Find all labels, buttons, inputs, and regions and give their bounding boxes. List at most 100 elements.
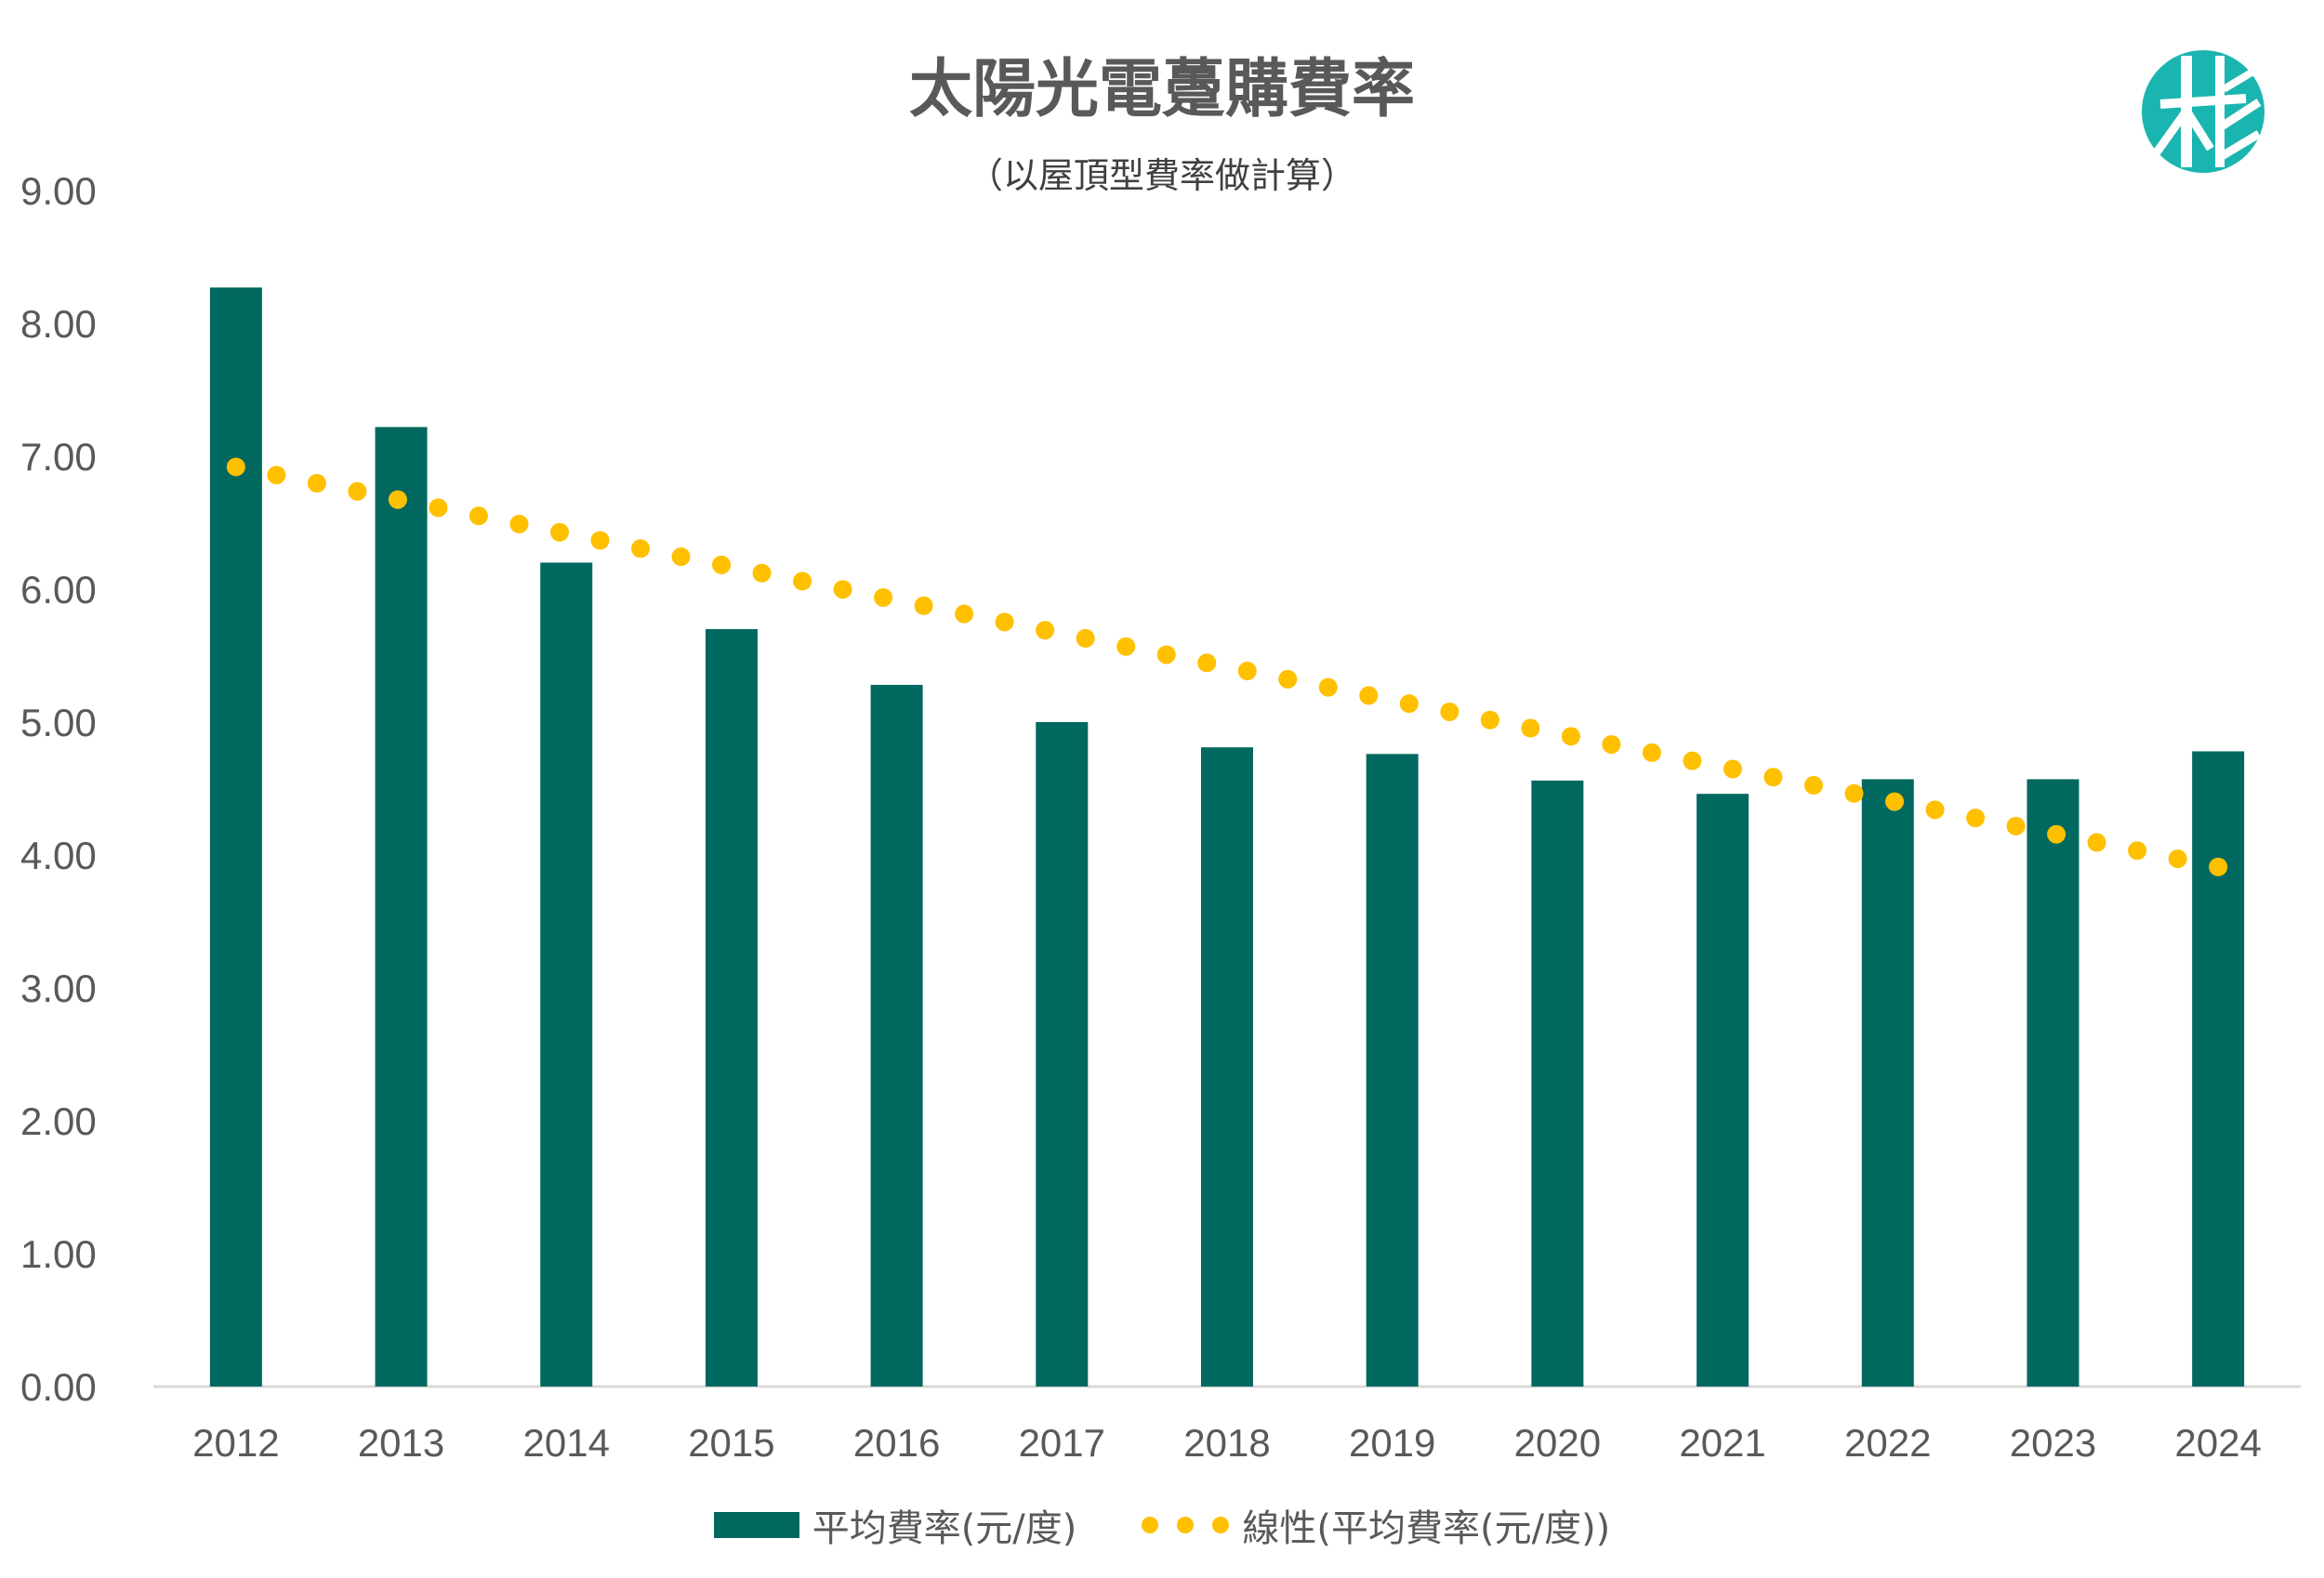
trendline-dot [1480, 710, 1499, 730]
chart-title: 太陽光電躉購費率 [908, 53, 1415, 126]
trendline-series [226, 457, 2228, 876]
trendline-dot [1197, 653, 1217, 673]
trendline-dot [1925, 800, 1945, 820]
x-tick-label: 2013 [358, 1421, 444, 1465]
trendline-dot [1036, 621, 1055, 640]
trendline-dot [429, 498, 448, 518]
trendline-dot [914, 596, 933, 615]
bar-2012 [209, 287, 262, 1387]
x-tick-label: 2023 [2010, 1421, 2096, 1465]
trendline-dot [307, 474, 326, 493]
legend-label-trend: 線性(平均費率(元/度)) [1242, 1507, 1611, 1550]
trendline-dot [267, 466, 286, 485]
trendline-dot [1602, 735, 1621, 755]
x-tick-label: 2012 [192, 1421, 279, 1465]
trendline-dot [1278, 669, 1298, 689]
bar-2023 [2027, 779, 2080, 1387]
x-tick-label: 2022 [1844, 1421, 1931, 1465]
x-tick-label: 2016 [853, 1421, 940, 1465]
trendline-dot [1844, 783, 1864, 803]
trendline-dot [2168, 849, 2187, 869]
trendline-dot [1440, 702, 1459, 721]
trendline-dot [2006, 816, 2026, 835]
chart-subtitle: （以屋頂型費率做計算） [967, 155, 1356, 196]
y-axis: 0.00 1.00 2.00 3.00 4.00 5.00 6.00 7.00 8.00 9.00 [20, 169, 97, 1409]
trendline-dot [469, 506, 488, 526]
bar-2017 [1036, 722, 1089, 1387]
trendline-dot [509, 514, 529, 533]
trendline-dot [1561, 727, 1580, 746]
y-tick-label: 5.00 [20, 701, 97, 744]
trendline-dot [955, 604, 974, 624]
y-tick-label: 1.00 [20, 1232, 97, 1276]
y-tick-label: 0.00 [20, 1365, 97, 1409]
legend-item-bars: 平均費率(元/度) [713, 1498, 1077, 1552]
bar-2022 [1861, 779, 1914, 1387]
trendline-dot [874, 587, 893, 607]
legend-swatch-bar [713, 1512, 799, 1538]
trendline-dot [2128, 841, 2147, 861]
trendline-dot [1156, 645, 1176, 664]
trendline-dot [712, 555, 732, 574]
bar-2024 [2192, 751, 2245, 1387]
bar-2020 [1531, 780, 1584, 1387]
trendline-dot [1521, 718, 1540, 738]
trendline-dot [1642, 743, 1661, 762]
trendline-dot [1683, 751, 1702, 770]
trendline-dot [995, 612, 1014, 632]
x-tick-label: 2014 [523, 1421, 610, 1465]
trendline-dot [631, 539, 651, 559]
bar-2021 [1697, 794, 1750, 1387]
trendline-dot [590, 531, 610, 550]
trendline-dot [1318, 677, 1338, 697]
bar-2019 [1366, 754, 1419, 1387]
trendline-dot [2087, 833, 2106, 852]
y-tick-label: 4.00 [20, 834, 97, 877]
bar-2014 [540, 562, 593, 1387]
bar-2016 [870, 684, 923, 1387]
trendline-dot [1076, 628, 1095, 648]
trendline-dot [1803, 776, 1823, 796]
bar-2013 [375, 427, 428, 1387]
trendline-dot [833, 580, 852, 599]
bar-series [209, 287, 2245, 1387]
x-tick-label: 2021 [1679, 1421, 1765, 1465]
trendline-dot [226, 457, 245, 477]
trendline-dot [388, 490, 407, 509]
y-tick-label: 7.00 [20, 435, 97, 479]
legend: 平均費率(元/度) 線性(平均費率(元/度)) [0, 1498, 2324, 1552]
trendline-dot [671, 547, 691, 567]
leaf-logo-icon [2142, 50, 2265, 173]
trendline-dot [1237, 662, 1257, 681]
trendline-dot [549, 522, 569, 542]
trendline-dot [1116, 637, 1136, 656]
trendline-dot [1763, 768, 1783, 787]
x-tick-label: 2019 [1349, 1421, 1435, 1465]
trendline-dot [1399, 694, 1419, 714]
x-tick-label: 2015 [688, 1421, 774, 1465]
y-tick-label: 8.00 [20, 302, 97, 346]
trendline-dot [1723, 759, 1742, 779]
y-tick-label: 3.00 [20, 967, 97, 1010]
x-axis: 2012 2013 2014 2015 2016 2017 2018 2019 2020 2021… [192, 1421, 2262, 1465]
x-tick-label: 2018 [1183, 1421, 1270, 1465]
y-tick-label: 6.00 [20, 568, 97, 611]
trendline-dot [793, 572, 812, 591]
trendline-dot [2209, 857, 2228, 876]
y-tick-label: 9.00 [20, 169, 97, 213]
trendline-dot [1359, 686, 1379, 705]
trendline-dot [1885, 792, 1905, 811]
x-tick-label: 2024 [2174, 1421, 2261, 1465]
x-tick-label: 2020 [1514, 1421, 1601, 1465]
trendline-dot [1966, 809, 1986, 828]
x-tick-label: 2017 [1019, 1421, 1105, 1465]
trendline-dot [348, 481, 367, 501]
legend-swatch-dots [1142, 1517, 1230, 1533]
legend-item-trend: 線性(平均費率(元/度)) [1142, 1498, 1610, 1552]
bar-2018 [1201, 747, 1253, 1387]
trendline-dot [2047, 824, 2067, 844]
trendline-dot [752, 563, 772, 583]
y-tick-label: 2.00 [20, 1099, 97, 1143]
legend-label-bars: 平均費率(元/度) [812, 1507, 1077, 1550]
